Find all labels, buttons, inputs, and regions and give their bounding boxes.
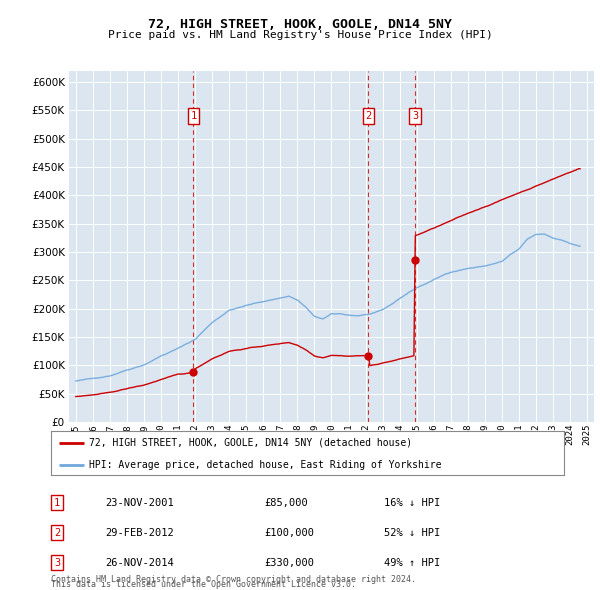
Text: 26-NOV-2014: 26-NOV-2014 — [105, 558, 174, 568]
Text: 3: 3 — [54, 558, 60, 568]
Text: 2: 2 — [365, 111, 371, 121]
Text: £100,000: £100,000 — [264, 528, 314, 537]
Text: £85,000: £85,000 — [264, 498, 308, 507]
Text: 3: 3 — [412, 111, 418, 121]
Text: HPI: Average price, detached house, East Riding of Yorkshire: HPI: Average price, detached house, East… — [89, 460, 442, 470]
Text: 23-NOV-2001: 23-NOV-2001 — [105, 498, 174, 507]
Text: £330,000: £330,000 — [264, 558, 314, 568]
Text: 1: 1 — [190, 111, 197, 121]
Text: Price paid vs. HM Land Registry's House Price Index (HPI): Price paid vs. HM Land Registry's House … — [107, 30, 493, 40]
Text: 1: 1 — [54, 498, 60, 507]
Text: Contains HM Land Registry data © Crown copyright and database right 2024.: Contains HM Land Registry data © Crown c… — [51, 575, 416, 584]
Text: 2: 2 — [54, 528, 60, 537]
Text: 49% ↑ HPI: 49% ↑ HPI — [384, 558, 440, 568]
Text: This data is licensed under the Open Government Licence v3.0.: This data is licensed under the Open Gov… — [51, 581, 356, 589]
Text: 52% ↓ HPI: 52% ↓ HPI — [384, 528, 440, 537]
Text: 72, HIGH STREET, HOOK, GOOLE, DN14 5NY: 72, HIGH STREET, HOOK, GOOLE, DN14 5NY — [148, 18, 452, 31]
Text: 16% ↓ HPI: 16% ↓ HPI — [384, 498, 440, 507]
Text: 29-FEB-2012: 29-FEB-2012 — [105, 528, 174, 537]
Text: 72, HIGH STREET, HOOK, GOOLE, DN14 5NY (detached house): 72, HIGH STREET, HOOK, GOOLE, DN14 5NY (… — [89, 438, 413, 448]
